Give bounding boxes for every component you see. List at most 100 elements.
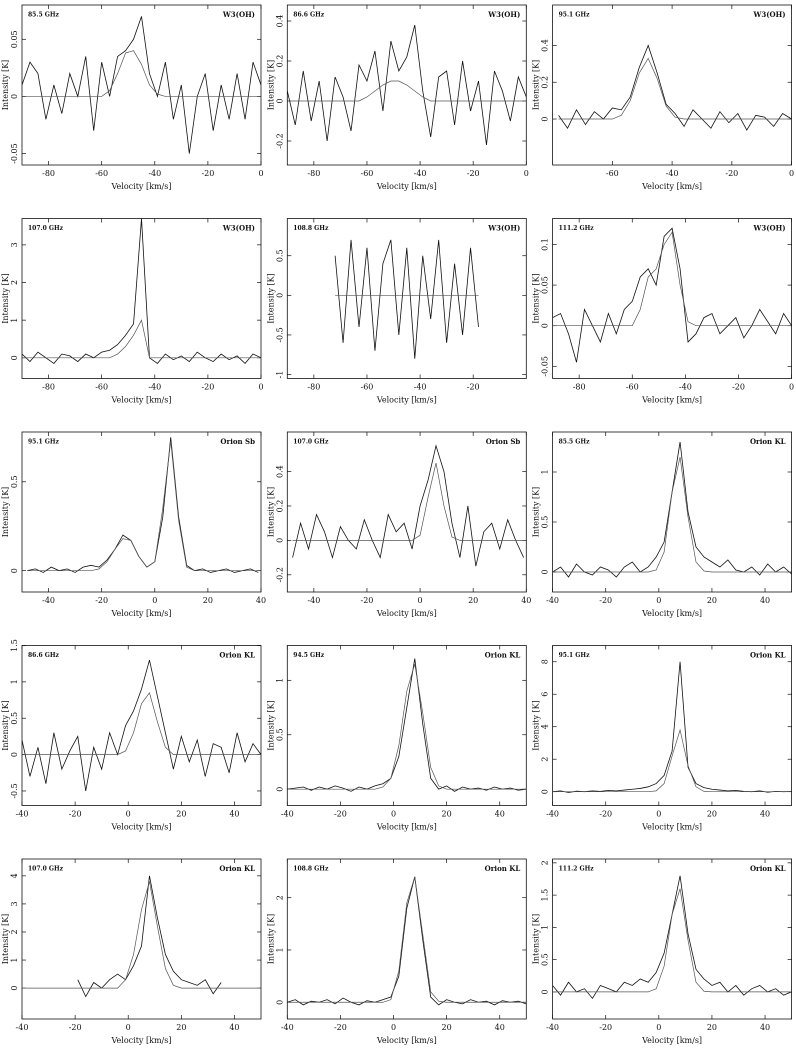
panel-subtitle: W3(OH) [753,224,786,233]
x-tick-label: -40 [666,169,679,178]
plot-frame [286,4,527,166]
x-tick-label: 40 [229,810,239,819]
panel-subtitle: W3(OH) [487,10,520,19]
x-tick-label: 40 [495,810,505,819]
panel: -40 -20 0 20 40 0 1 2 108.8 GHz Orion KL Velocity … [266,858,527,1045]
y-tick-label: 0 [10,94,19,99]
panel-subtitle: Orion KL [750,864,786,873]
y-tick-label: -0.05 [10,143,19,164]
plot-frame [552,4,792,166]
x-tick-label: -80 [307,383,320,392]
x-axis-label: Velocity [km/s] [111,609,172,618]
plot-frame [21,645,262,806]
x-axis-label: Velocity [km/s] [376,396,437,405]
x-tick-label: 40 [760,810,770,819]
y-tick-label: 0.2 [275,55,284,68]
y-axis-label: Intensity [K] [266,700,275,751]
panel: -40 -20 0 20 40 0 0.5 95.1 GHz Orion Sb Velocity … [1,431,266,618]
x-tick-label: -20 [725,169,738,178]
x-tick-label: -20 [599,810,612,819]
y-tick-label: 1 [541,925,550,930]
x-tick-label: -40 [414,169,427,178]
x-tick-label: -60 [606,169,619,178]
panel-title: 85.5 GHz [28,12,59,19]
spectrum-line [287,876,527,1006]
panel: -80 -60 -40 -20 0 0 1 2 3 107.0 GHz W3(OH) Velocity… [1,218,264,405]
y-tick-label: 0 [541,116,550,121]
x-tick-label: 20 [468,596,478,605]
spectrum-line [552,661,792,793]
y-tick-label: 0.4 [275,15,284,28]
x-tick-label: 20 [707,1023,717,1032]
panel: -40 -20 0 20 40 0 2 4 6 8 95.1 GHz Orion KL Velocity… [532,645,792,832]
panel-title: 107.0 GHz [28,866,64,873]
y-tick-label: -0.2 [275,133,284,148]
spectrum-line [287,24,527,146]
panel: -80 -60 -40 -20 0 -0.05 0 0.05 0.1 111.2 GHz W3(OH… [532,218,794,405]
x-axis-label: Velocity [km/s] [641,182,702,191]
y-tick-label: 0 [541,989,550,994]
panel-title: 108.8 GHz [293,225,329,232]
y-tick-label: 1 [275,678,284,683]
x-tick-label: -20 [69,1023,82,1032]
fit-line [27,440,259,572]
x-tick-label: 0 [789,383,794,392]
x-tick-label: 0 [126,810,131,819]
x-axis-label: Velocity [km/s] [111,396,172,405]
y-tick-label: 0.5 [541,953,550,966]
y-axis-label: Intensity [K] [532,700,541,751]
panel-title: 111.2 GHz [559,225,595,232]
x-tick-label: 0 [524,169,529,178]
y-axis-label: Intensity [K] [266,60,275,111]
panel-title: 95.1 GHz [28,439,59,446]
panel-title: 111.2 GHz [559,866,595,873]
spectrum-line [334,239,479,359]
y-tick-label: 3 [10,242,19,247]
panel: -40 -20 0 20 40 0 0.5 1 1.5 2 111.2 GHz Orion KL Vel… [532,858,792,1045]
y-tick-label: -1 [275,371,284,379]
y-tick-label: 8 [541,659,550,664]
panel-title: 85.5 GHz [559,439,590,446]
y-tick-label: 0.2 [541,76,550,89]
y-tick-label: 0 [10,355,19,360]
y-tick-label: 0 [275,538,284,543]
x-tick-label: -60 [361,383,374,392]
x-axis-label: Velocity [km/s] [111,823,172,832]
x-tick-label: -40 [307,596,320,605]
y-tick-label: 4 [541,724,550,729]
y-tick-label: 0.1 [541,238,550,251]
x-tick-label: -40 [16,810,29,819]
y-axis-label: Intensity [K] [266,914,275,965]
panel-title: 86.6 GHz [28,652,59,659]
panel: -40 -20 0 20 40 0 0.5 1 94.5 GHz Orion KL Velocity… [266,645,527,832]
x-tick-label: -20 [201,383,214,392]
x-tick-label: 0 [418,596,423,605]
panel-subtitle: Orion KL [485,651,521,660]
x-tick-label: 40 [760,1023,770,1032]
y-tick-label: 1.5 [541,889,550,902]
y-tick-label: 1 [10,679,19,684]
y-tick-label: 1 [275,947,284,952]
x-tick-label: -20 [599,1023,612,1032]
x-tick-label: 40 [521,596,531,605]
y-tick-label: 0 [10,986,19,991]
x-tick-label: -80 [42,383,55,392]
x-tick-label: 20 [203,596,213,605]
y-tick-label: 2 [10,929,19,934]
x-axis-label: Velocity [km/s] [111,182,172,191]
x-tick-label: -40 [281,1023,294,1032]
x-tick-label: -60 [361,169,374,178]
y-axis-label: Intensity [K] [532,273,541,324]
y-axis-label: Intensity [K] [532,60,541,111]
panel-subtitle: Orion KL [219,651,255,660]
panel: -40 -20 0 20 40 -0.2 0 0.2 0.4 107.0 GHz Orion Sb V… [266,431,531,618]
x-tick-label: -20 [467,169,480,178]
x-tick-label: 0 [789,169,794,178]
x-tick-label: -80 [573,383,586,392]
y-tick-label: 2 [541,757,550,762]
y-axis-label: Intensity [K] [532,487,541,538]
x-tick-label: 40 [760,596,770,605]
fit-line [22,319,261,359]
spectrum-line [77,875,222,998]
